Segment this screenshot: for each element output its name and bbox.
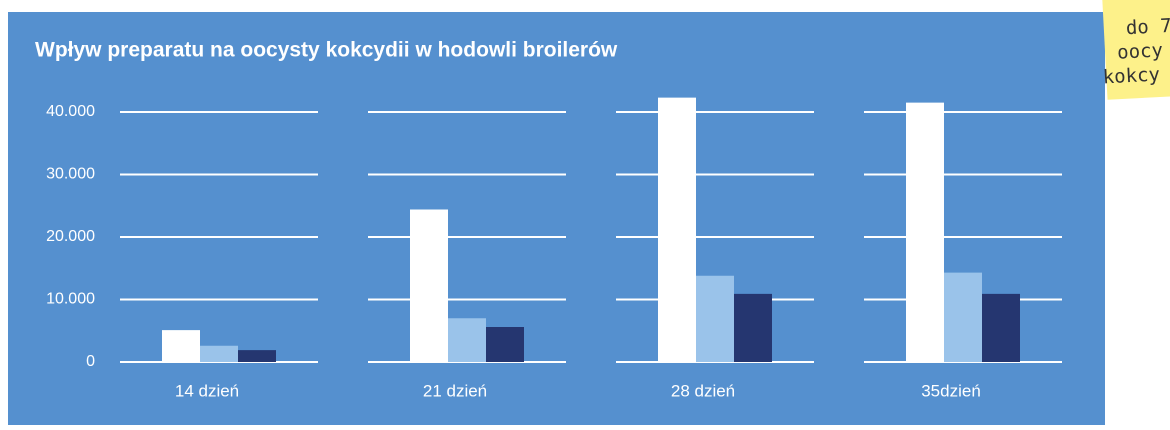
bar: [238, 350, 276, 362]
bar: [200, 346, 238, 362]
y-tick-label: 0: [86, 353, 95, 370]
bar: [486, 327, 524, 362]
bar: [410, 210, 448, 363]
bar: [734, 294, 772, 362]
x-tick-label: 35dzień: [921, 381, 981, 400]
bar: [696, 276, 734, 362]
y-tick-label: 10.000: [46, 291, 95, 308]
y-tick-label: 40.000: [46, 103, 95, 120]
x-tick-label: 14 dzień: [175, 381, 239, 400]
bar: [658, 98, 696, 362]
y-tick-label: 30.000: [46, 166, 95, 183]
sticky-note-text: oocy: [1117, 39, 1164, 63]
sticky-note-text: do 7: [1125, 15, 1170, 39]
sticky-note-text: kokcy: [1102, 64, 1160, 89]
bar: [906, 103, 944, 362]
chart-title: Wpływ preparatu na oocysty kokcydii w ho…: [35, 39, 618, 62]
x-tick-label: 21 dzień: [423, 381, 487, 400]
x-tick-label: 28 dzień: [671, 381, 735, 400]
bar: [944, 273, 982, 362]
bar: [982, 294, 1020, 362]
bar: [162, 330, 200, 362]
bar: [448, 318, 486, 362]
y-tick-label: 20.000: [46, 228, 95, 245]
chart: Wpływ preparatu na oocysty kokcydii w ho…: [0, 0, 1170, 425]
